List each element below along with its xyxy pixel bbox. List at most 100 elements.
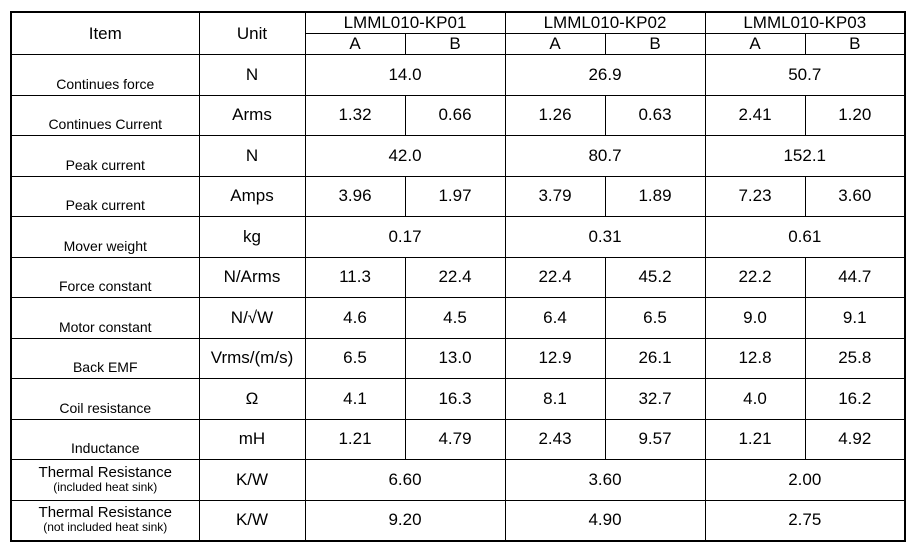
value-cell: 25.8 [804,337,906,379]
value-cell: 0.17 [304,216,506,258]
value-cell: 11.3 [304,256,406,298]
value-cell: 13.0 [404,337,506,379]
item-cell: Peak current [10,175,200,217]
variant-header: A [304,33,406,55]
data-row: Mover weight kg 0.17 0.31 0.61 [10,216,906,258]
value-cell: 0.66 [404,94,506,136]
item-cell: Back EMF [10,337,200,379]
value-cell: 1.89 [604,175,706,217]
value-cell: 4.6 [304,297,406,339]
value-cell: 6.5 [304,337,406,379]
value-cell: 0.63 [604,94,706,136]
value-cell: 12.8 [704,337,806,379]
variant-header: B [404,33,506,55]
item-cell: Thermal Resistance (included heat sink) [10,459,200,501]
value-cell: 6.4 [504,297,606,339]
value-cell: 2.00 [704,459,906,501]
item-cell: Thermal Resistance (not included heat sin… [10,499,200,542]
value-cell: 50.7 [704,54,906,96]
value-cell: 42.0 [304,135,506,177]
value-cell: 8.1 [504,378,606,420]
header-cell: Unit [198,11,306,55]
value-cell: 80.7 [504,135,706,177]
unit-cell: mH [198,418,306,460]
value-cell: 4.5 [404,297,506,339]
value-cell: 9.1 [804,297,906,339]
value-cell: 26.1 [604,337,706,379]
unit-cell: Vrms/(m/s) [198,337,306,379]
value-cell: 9.20 [304,499,506,542]
model-header: LMML010-KP02 [504,11,706,34]
item-cell: Continues Current [10,94,200,136]
value-cell: 1.21 [704,418,806,460]
unit-cell: N [198,135,306,177]
value-cell: 152.1 [704,135,906,177]
header-cell: Item [10,11,200,55]
value-cell: 0.31 [504,216,706,258]
value-cell: 22.4 [504,256,606,298]
value-cell: 2.75 [704,499,906,542]
value-cell: 1.20 [804,94,906,136]
value-cell: 14.0 [304,54,506,96]
unit-cell: Amps [198,175,306,217]
unit-cell: kg [198,216,306,258]
unit-cell: N/Arms [198,256,306,298]
value-cell: 4.92 [804,418,906,460]
value-cell: 3.60 [804,175,906,217]
item-note: (not included heat sink) [43,520,168,535]
value-cell: 7.23 [704,175,806,217]
variant-header: B [804,33,906,55]
value-cell: 26.9 [504,54,706,96]
value-cell: 32.7 [604,378,706,420]
value-cell: 4.90 [504,499,706,542]
value-cell: 4.79 [404,418,506,460]
value-cell: 12.9 [504,337,606,379]
value-cell: 1.32 [304,94,406,136]
value-cell: 2.41 [704,94,806,136]
header-row: Item Unit LMML010-KP01 LMML010-KP02 LMML… [10,11,906,55]
item-cell: Force constant [10,256,200,298]
item-cell: Coil resistance [10,378,200,420]
value-cell: 16.2 [804,378,906,420]
item-cell: Peak current [10,135,200,177]
value-cell: 16.3 [404,378,506,420]
data-row: Continues force N 14.0 26.9 50.7 [10,54,906,96]
item-cell: Mover weight [10,216,200,258]
unit-cell: Ω [198,378,306,420]
value-cell: 6.60 [304,459,506,501]
spec-table: Item Unit LMML010-KP01 LMML010-KP02 LMML… [10,11,906,542]
unit-cell: N/√W [198,297,306,339]
item-cell: Motor constant [10,297,200,339]
item-note: (included heat sink) [53,479,158,494]
value-cell: 9.0 [704,297,806,339]
value-cell: 45.2 [604,256,706,298]
unit-cell: K/W [198,459,306,501]
value-cell: 44.7 [804,256,906,298]
variant-header: A [504,33,606,55]
item-cell: Inductance [10,418,200,460]
item-cell: Continues force [10,54,200,96]
unit-cell: Arms [198,94,306,136]
value-cell: 2.43 [504,418,606,460]
value-cell: 3.79 [504,175,606,217]
data-row: Inductance mH 1.21 4.79 2.43 9.57 1.21 4.92 [10,418,906,460]
value-cell: 4.1 [304,378,406,420]
model-header: LMML010-KP03 [704,11,906,34]
value-cell: 22.2 [704,256,806,298]
item-label: Thermal Resistance [38,504,172,522]
value-cell: 3.96 [304,175,406,217]
variant-header: B [604,33,706,55]
data-row: Peak current N 42.0 80.7 152.1 [10,135,906,177]
variant-header: A [704,33,806,55]
value-cell: 9.57 [604,418,706,460]
data-row: Back EMF Vrms/(m/s) 6.5 13.0 12.9 26.1 12.8 25.… [10,337,906,379]
value-cell: 22.4 [404,256,506,298]
data-row: Continues Current Arms 1.32 0.66 1.26 0.63 2.4… [10,94,906,136]
value-cell: 6.5 [604,297,706,339]
data-row: Thermal Resistance (not included heat sin… [10,499,906,542]
value-cell: 1.26 [504,94,606,136]
unit-cell: K/W [198,499,306,542]
value-cell: 3.60 [504,459,706,501]
